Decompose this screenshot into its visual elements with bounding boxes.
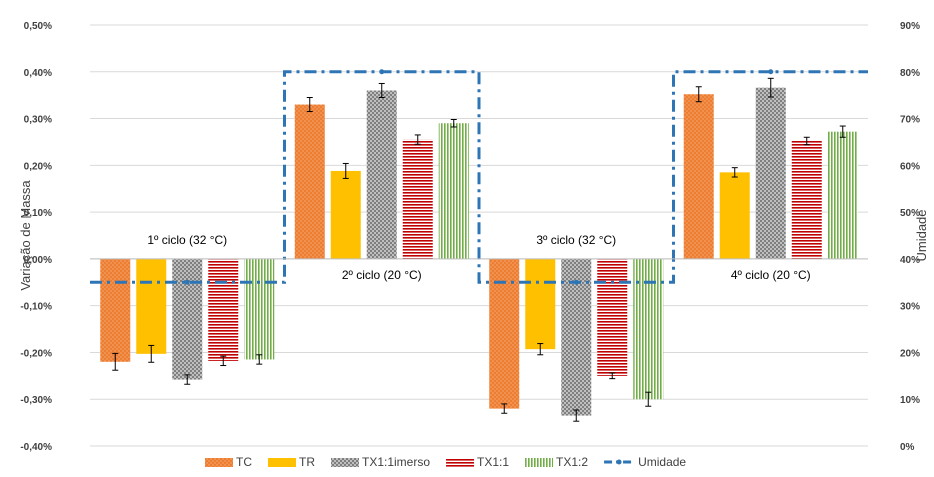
legend: TC TR TX1:1imerso TX1:1 TX1:2 Umidade [205,455,686,469]
y-tick-label: -0,40% [20,442,52,453]
umidade-line-path [90,70,868,284]
y-tick-label: 0,20% [24,161,52,172]
bar-tc [294,104,325,259]
y-tick-label: 0,50% [24,21,52,32]
y2-tick-label: 40% [900,255,920,266]
y2-tick-label: 30% [900,302,920,313]
cycle-label: 3º ciclo (32 °C) [536,233,616,247]
y2-axis-title: Umidade [914,209,929,261]
legend-line-marker [616,459,622,465]
bar-tc [100,258,131,362]
y2-tick-label: 70% [900,115,920,126]
y2-tick-label: 90% [900,21,920,32]
umidade-point [184,279,190,285]
bar-tx1-1imerso [172,258,203,380]
y2-tick-label: 20% [900,348,920,359]
y-tick-label: 0,30% [24,115,52,126]
bar-tx1-2 [438,123,469,259]
legend-label: TX1:2 [556,455,588,469]
y2-tick-label: 60% [900,161,920,172]
bar-tx1-1 [597,258,628,376]
y2-tick-label: 80% [900,68,920,79]
bar-tx1-1imerso [366,90,397,259]
legend-label: TX1:1 [477,455,509,469]
bars [100,87,858,416]
legend-label: Umidade [638,455,686,469]
y2-tick-label: 50% [900,208,920,219]
y-tick-label: -0,10% [20,302,52,313]
bar-tx1-1 [208,258,239,361]
y2-tick-label: 10% [900,395,920,406]
bar-tx1-1imerso [561,258,592,416]
y-tick-label: 0,10% [24,208,52,219]
legend-label: TC [236,455,252,469]
legend-label: TR [299,455,315,469]
bar-tr [330,170,361,259]
umidade-point [768,69,774,75]
umidade-point [573,279,579,285]
error-bars [112,77,846,422]
y-tick-label: -0,20% [20,348,52,359]
umidade-point [379,69,385,75]
bar-tc [683,94,714,259]
bar-tx1-2 [244,258,275,360]
cycle-label: 1º ciclo (32 °C) [147,233,227,247]
y-axis-title: Variação de Massa [18,180,33,291]
y-tick-label: 0,00% [24,255,52,266]
legend-swatch [268,458,296,467]
legend-swatch [446,458,475,467]
bar-tx1-2 [827,131,858,259]
y2-tick-label: 0% [900,442,915,453]
legend-swatch [331,458,359,467]
bar-tr [136,258,167,354]
legend-swatch [205,458,233,467]
bar-tr [719,172,750,259]
legend-swatch [525,458,554,467]
cycle-annotations: 1º ciclo (32 °C) 2º ciclo (20 °C) 3º ciclo… [147,233,810,282]
bar-tc [489,258,520,409]
y-tick-label: 0,40% [24,68,52,79]
bar-tx1-1imerso [755,87,786,259]
cycle-label: 4º ciclo (20 °C) [731,268,811,282]
legend-label: TX1:1imerso [362,455,430,469]
bar-tx1-2 [633,258,664,400]
y-tick-label: -0,30% [20,395,52,406]
bar-tx1-1 [402,139,433,259]
cycle-label: 2º ciclo (20 °C) [342,268,422,282]
bar-tx1-1 [791,141,822,259]
axes: 0,50% 0,40% 0,30% 0,20% 0,10% 0,00% -0,10% -0,2… [18,21,929,453]
umidade-line [90,69,868,285]
bar-tr [525,258,556,350]
